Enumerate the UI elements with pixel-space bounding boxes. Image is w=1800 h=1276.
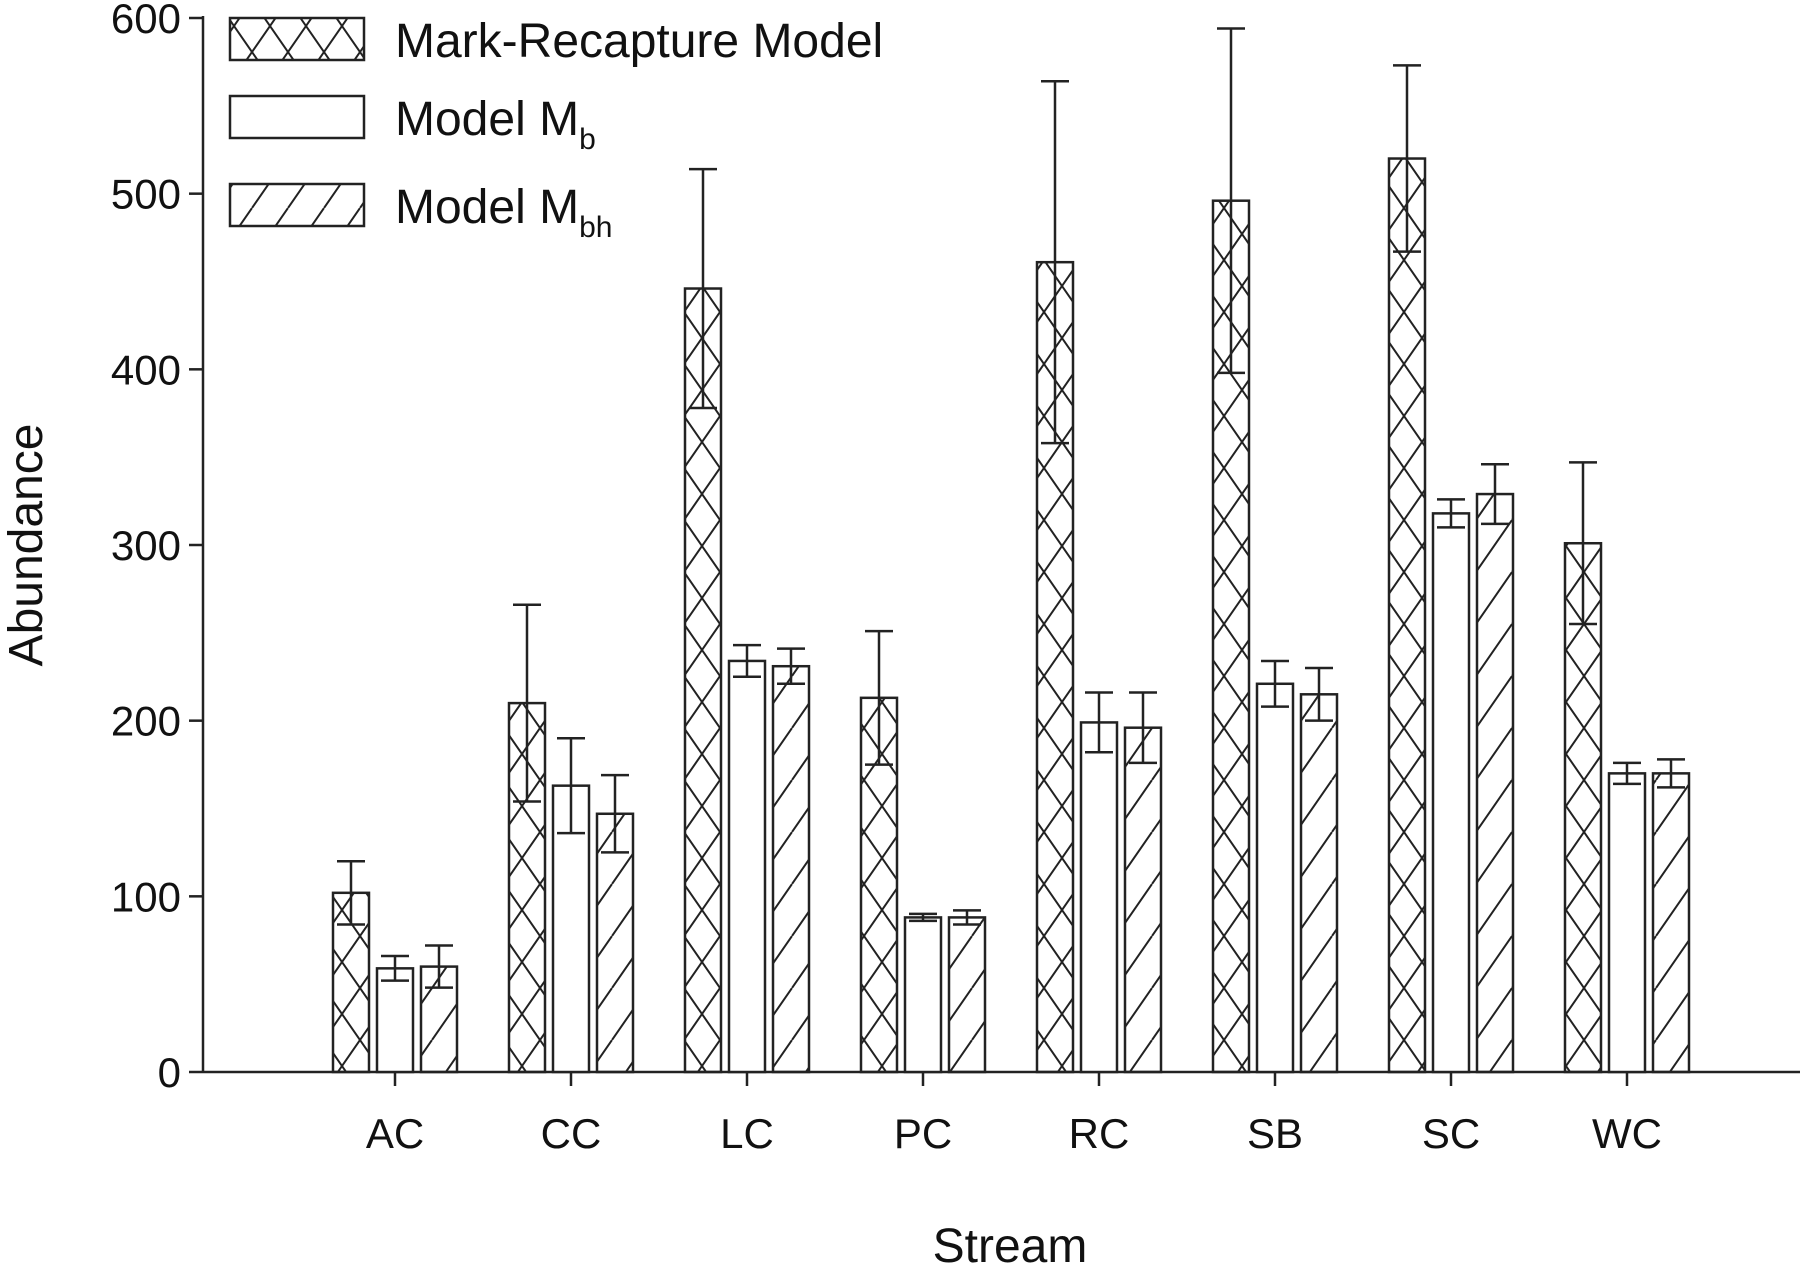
legend-swatch (228, 182, 366, 228)
legend-item: Model Mbh (228, 181, 612, 244)
x-tick-label: LC (720, 1110, 774, 1157)
y-tick-label: 0 (158, 1049, 181, 1096)
error-bar-model-mb (1261, 659, 1289, 708)
error-bar-model-mb (381, 954, 409, 982)
bar-model-mb (375, 967, 415, 1074)
error-bar-model-mb (1085, 691, 1113, 754)
error-bar-model-mb (909, 912, 937, 923)
axis-labels: 0 100 200 300 400 500 600 AC CC LC PC RC SB SC WC (111, 0, 1662, 1157)
legend-swatch (228, 94, 366, 140)
bar-model-mb (1607, 772, 1647, 1074)
bar-model-mb (1431, 512, 1471, 1074)
error-bar-model-mbh (1481, 462, 1509, 526)
error-bar-model-mb (1437, 498, 1465, 529)
bar-model-mb (1079, 721, 1119, 1074)
bar-model-mb (1255, 682, 1295, 1074)
error-bar-model-mb (557, 736, 585, 835)
error-bar-mark-recapture-model (689, 167, 717, 410)
error-bar-mark-recapture-model (1217, 27, 1245, 375)
y-tick-label: 600 (111, 0, 181, 42)
error-bar-mark-recapture-model (865, 629, 893, 766)
y-tick-label: 200 (111, 698, 181, 745)
error-bar-model-mbh (1305, 666, 1333, 722)
legend-label: Model Mbh (395, 181, 612, 244)
legend-swatch (228, 16, 366, 62)
x-tick-label: PC (894, 1110, 952, 1157)
bar-model-mbh (947, 916, 987, 1074)
error-bars (337, 27, 1685, 989)
error-bar-model-mbh (1129, 691, 1157, 765)
legend-label: Mark-Recapture Model (395, 15, 883, 68)
error-bar-model-mbh (601, 773, 629, 854)
error-bar-model-mbh (777, 647, 805, 686)
bar-model-mb (727, 659, 767, 1074)
bar-model-mbh (1475, 492, 1515, 1074)
x-tick-label: RC (1069, 1110, 1130, 1157)
bar-model-mbh (595, 812, 635, 1074)
y-tick-label: 300 (111, 522, 181, 569)
error-bar-model-mb (1613, 761, 1641, 786)
legend-item: Model Mb (228, 93, 596, 156)
error-bar-mark-recapture-model (337, 859, 365, 926)
bar-model-mbh (1123, 726, 1163, 1074)
bar-model-mb (903, 916, 943, 1074)
y-tick-label: 500 (111, 171, 181, 218)
x-tick-label: CC (541, 1110, 602, 1157)
legend-item: Mark-Recapture Model (228, 15, 883, 68)
bar-mark-recapture-model (507, 701, 547, 1074)
error-bar-model-mbh (953, 909, 981, 926)
bar-model-mbh (1651, 772, 1691, 1074)
error-bar-mark-recapture-model (1569, 461, 1597, 626)
x-tick-label: AC (366, 1110, 424, 1157)
error-bar-model-mbh (1657, 758, 1685, 789)
error-bar-mark-recapture-model (1041, 79, 1069, 445)
error-bar-mark-recapture-model (513, 603, 541, 803)
bar-mark-recapture-model (1387, 157, 1427, 1074)
error-bar-model-mb (733, 643, 761, 678)
x-tick-label: SC (1422, 1110, 1480, 1157)
x-tick-label: SB (1247, 1110, 1303, 1157)
error-bar-mark-recapture-model (1393, 64, 1421, 253)
bar-model-mbh (1299, 693, 1339, 1074)
y-tick-label: 400 (111, 346, 181, 393)
bars (331, 157, 1691, 1074)
y-axis-title: Abundance (0, 424, 53, 667)
y-tick-label: 100 (111, 873, 181, 920)
legend: Mark-Recapture Model Model Mb Model Mbh (228, 15, 883, 244)
axes (189, 16, 1800, 1086)
legend-label: Model Mb (395, 93, 596, 156)
x-axis-title: Stream (933, 1220, 1088, 1271)
x-tick-label: WC (1592, 1110, 1662, 1157)
error-bar-model-mbh (425, 944, 453, 989)
bar-model-mbh (771, 664, 811, 1074)
